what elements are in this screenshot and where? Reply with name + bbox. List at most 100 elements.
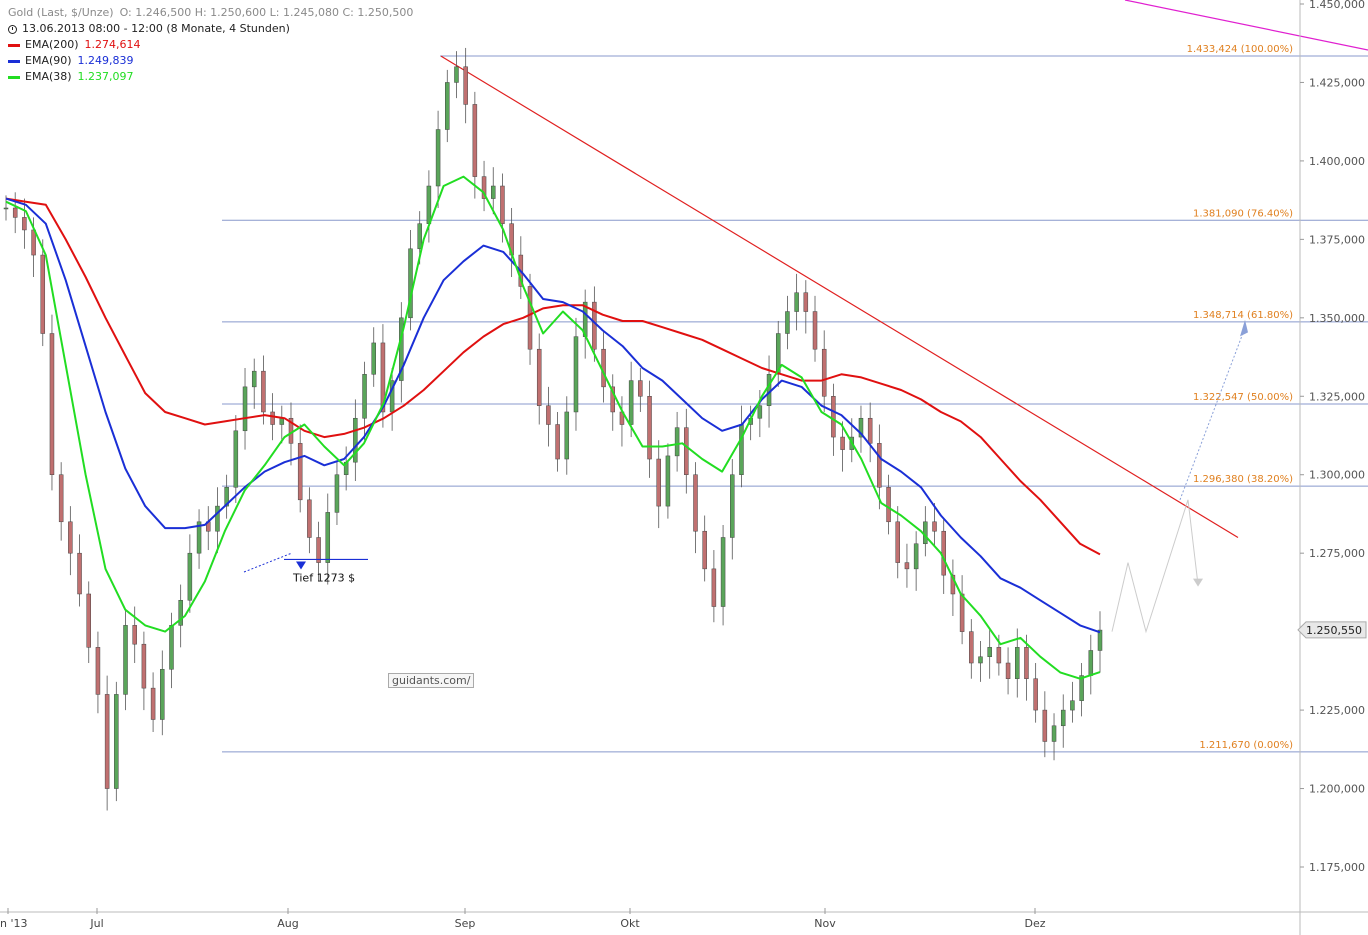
candle-body xyxy=(812,311,818,350)
candle-body xyxy=(1024,647,1029,679)
candle-body xyxy=(362,374,367,419)
y-tick-label: 1.275,000 xyxy=(1309,547,1365,560)
candle-body xyxy=(775,333,781,375)
candle-body xyxy=(104,694,110,789)
candle-body xyxy=(141,643,147,689)
candle-body xyxy=(941,530,946,576)
low-pointer-line xyxy=(243,552,293,573)
candle-body xyxy=(665,455,671,507)
candle-body xyxy=(481,176,487,199)
candle-body xyxy=(840,436,845,450)
candle-body xyxy=(68,521,73,554)
candle-body xyxy=(187,552,193,601)
ema200-value: 1.274,614 xyxy=(84,38,141,51)
candle-body xyxy=(647,396,652,460)
low-marker-triangle xyxy=(296,561,306,570)
annotations: 1.250,550 Tief 1273 $ xyxy=(243,552,1367,639)
candle-body xyxy=(1079,675,1084,701)
candle-body xyxy=(932,521,937,532)
legend-ema90[interactable]: EMA(90) 1.249,839 xyxy=(8,53,413,69)
low-annotation-label: Tief 1273 $ xyxy=(292,571,355,584)
legend-instrument-name: Gold (Last, $/Unze) xyxy=(8,6,114,19)
candle-body xyxy=(1033,678,1038,711)
x-tick-label: Aug xyxy=(277,917,298,930)
fib-label: 1.433,424 (100.00%) xyxy=(1187,44,1293,55)
candle-body xyxy=(1051,725,1057,742)
candle-body xyxy=(527,286,533,350)
candle-body xyxy=(638,380,643,397)
ema200-line xyxy=(5,197,1101,556)
candle-body xyxy=(950,574,956,595)
fib-label: 1.211,670 (0.00%) xyxy=(1199,740,1293,751)
fib-label: 1.348,714 (61.80%) xyxy=(1193,310,1293,321)
legend-ema38[interactable]: EMA(38) 1.237,097 xyxy=(8,69,413,85)
candle-body xyxy=(215,505,220,532)
y-tick-label: 1.375,000 xyxy=(1309,233,1365,246)
candle-body xyxy=(12,207,18,218)
ema200-label: EMA(200) xyxy=(25,38,79,51)
candle-body xyxy=(233,430,239,488)
candle-body xyxy=(757,405,763,419)
ema90-label: EMA(90) xyxy=(25,54,72,67)
candle-body xyxy=(77,552,82,595)
candle-body xyxy=(160,669,165,720)
candle-body xyxy=(86,593,91,648)
candle-body xyxy=(1070,700,1075,711)
x-tick-label: Jul xyxy=(89,917,103,930)
candle-body xyxy=(536,348,542,406)
candle-body xyxy=(996,647,1002,664)
candle-body xyxy=(1088,650,1094,676)
candle-body xyxy=(913,543,919,570)
last-price-label: 1.250,550 xyxy=(1306,624,1362,637)
candle-body xyxy=(325,512,331,563)
candle-body xyxy=(785,311,790,334)
candle-body xyxy=(31,229,36,256)
candle-body xyxy=(40,254,46,334)
ema38-label: EMA(38) xyxy=(25,70,72,83)
ema90-value: 1.249,839 xyxy=(77,54,134,67)
candle-body xyxy=(831,396,836,438)
candle-body xyxy=(472,104,478,177)
watermark[interactable]: guidants.com/ xyxy=(388,673,475,688)
ema200-swatch xyxy=(8,43,20,47)
candle-body xyxy=(720,537,726,607)
candle-body xyxy=(224,487,229,507)
x-tick-label: Nov xyxy=(814,917,836,930)
legend-ema200[interactable]: EMA(200) 1.274,614 xyxy=(8,37,413,53)
y-tick-label: 1.325,000 xyxy=(1309,390,1365,403)
candle-body xyxy=(417,223,422,250)
candle-body xyxy=(242,386,248,432)
candle-body xyxy=(656,458,661,507)
legend-period-text: 13.06.2013 08:00 - 12:00 (8 Monate, 4 St… xyxy=(22,22,290,35)
clock-icon xyxy=(8,24,17,34)
candle-body xyxy=(380,342,386,413)
x-tick-label: Sep xyxy=(455,917,476,930)
candle-body xyxy=(684,427,689,475)
candle-body xyxy=(923,521,928,545)
candle-body xyxy=(821,348,827,397)
candle-body xyxy=(803,292,809,312)
candle-body xyxy=(49,333,55,475)
candle-body xyxy=(711,568,717,607)
candle-body xyxy=(408,248,413,319)
candle-body xyxy=(463,66,468,105)
fib-label: 1.381,090 (76.40%) xyxy=(1193,208,1293,219)
y-tick-label: 1.400,000 xyxy=(1309,155,1365,168)
candle-body xyxy=(114,694,119,789)
candle-body xyxy=(693,474,698,532)
y-tick-label: 1.175,000 xyxy=(1309,861,1365,874)
candle-body xyxy=(22,217,27,231)
y-tick-label: 1.350,000 xyxy=(1309,312,1365,325)
fib-label: 1.296,380 (38.20%) xyxy=(1193,474,1293,485)
y-tick-label: 1.200,000 xyxy=(1309,783,1365,796)
chart-legend: Gold (Last, $/Unze) O: 1.246,500 H: 1.25… xyxy=(8,5,413,85)
candle-body xyxy=(334,474,340,513)
candle-body xyxy=(307,499,312,538)
candle-body xyxy=(564,411,570,460)
legend-period: 13.06.2013 08:00 - 12:00 (8 Monate, 4 St… xyxy=(8,21,413,37)
dotted-arrowhead xyxy=(1240,319,1248,337)
candle-body xyxy=(251,370,257,388)
candle-body xyxy=(3,207,9,210)
candle-body xyxy=(297,443,303,501)
